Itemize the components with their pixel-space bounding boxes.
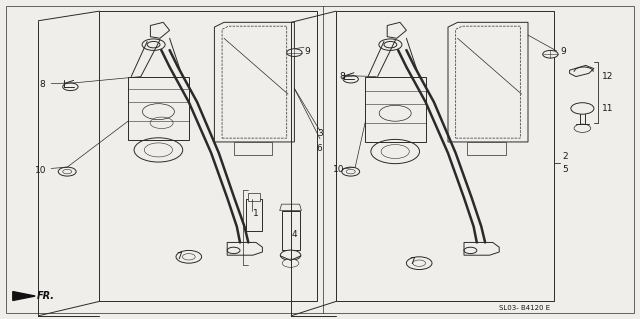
Bar — [128, 77, 189, 140]
Text: 11: 11 — [602, 104, 613, 113]
Circle shape — [406, 257, 432, 270]
Polygon shape — [570, 65, 594, 77]
Polygon shape — [280, 204, 301, 211]
Circle shape — [571, 103, 594, 114]
Text: 8: 8 — [40, 80, 45, 89]
Text: 6: 6 — [317, 144, 323, 153]
Text: 8: 8 — [339, 72, 345, 81]
Bar — [246, 199, 262, 231]
Circle shape — [346, 169, 355, 174]
Circle shape — [176, 250, 202, 263]
Circle shape — [287, 49, 302, 56]
Bar — [282, 211, 300, 250]
Text: 1: 1 — [253, 209, 259, 218]
Text: 12: 12 — [602, 72, 613, 81]
Bar — [336, 11, 554, 301]
Text: 7: 7 — [410, 257, 415, 266]
Polygon shape — [248, 193, 260, 201]
Text: FR.: FR. — [36, 291, 54, 301]
Polygon shape — [227, 242, 262, 255]
Text: 10: 10 — [35, 166, 47, 175]
Polygon shape — [234, 142, 272, 155]
Circle shape — [342, 167, 360, 176]
Text: 9: 9 — [560, 47, 566, 56]
Circle shape — [282, 259, 299, 267]
Circle shape — [58, 167, 76, 176]
Circle shape — [413, 260, 426, 266]
Circle shape — [343, 75, 358, 83]
Text: 4: 4 — [291, 230, 297, 239]
Text: 5: 5 — [562, 165, 568, 174]
Polygon shape — [150, 22, 170, 38]
Text: SL03- B4120 E: SL03- B4120 E — [499, 305, 550, 311]
Polygon shape — [464, 242, 499, 255]
Circle shape — [63, 83, 78, 91]
Text: 2: 2 — [562, 152, 568, 161]
Polygon shape — [467, 142, 506, 155]
Text: 10: 10 — [333, 165, 344, 174]
Bar — [365, 77, 426, 142]
Circle shape — [543, 50, 558, 58]
Polygon shape — [13, 292, 35, 300]
Bar — [99, 11, 317, 301]
Text: 3: 3 — [317, 130, 323, 138]
Circle shape — [182, 254, 195, 260]
Text: 9: 9 — [304, 47, 310, 56]
Circle shape — [574, 124, 591, 132]
Circle shape — [63, 169, 72, 174]
Polygon shape — [387, 22, 406, 38]
Circle shape — [280, 250, 301, 260]
Text: 7: 7 — [176, 252, 182, 261]
